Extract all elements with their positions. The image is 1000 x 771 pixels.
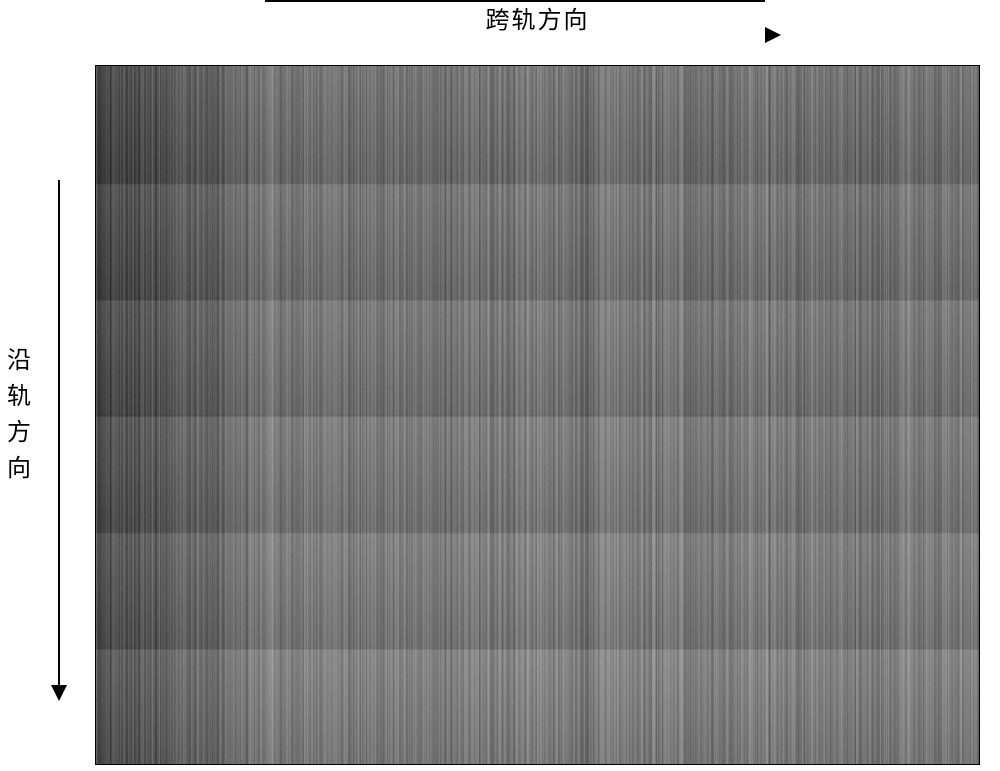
along-track-char: 轨	[0, 379, 38, 415]
along-track-label: 沿 轨 方 向	[0, 343, 38, 487]
striped-noise-image	[96, 66, 979, 764]
cross-track-arrow-head-icon	[765, 27, 781, 43]
cross-track-arrow-line	[265, 0, 765, 2]
along-track-char: 沿	[0, 343, 38, 379]
cross-track-label-group: 跨轨方向	[95, 0, 980, 55]
sensor-image-frame	[95, 65, 980, 765]
along-track-label-group: 沿 轨 方 向	[0, 65, 95, 765]
along-track-arrow-line	[58, 180, 60, 685]
cross-track-label: 跨轨方向	[95, 0, 980, 35]
along-track-arrow-head-icon	[51, 685, 67, 701]
along-track-char: 方	[0, 415, 38, 451]
along-track-char: 向	[0, 451, 38, 487]
